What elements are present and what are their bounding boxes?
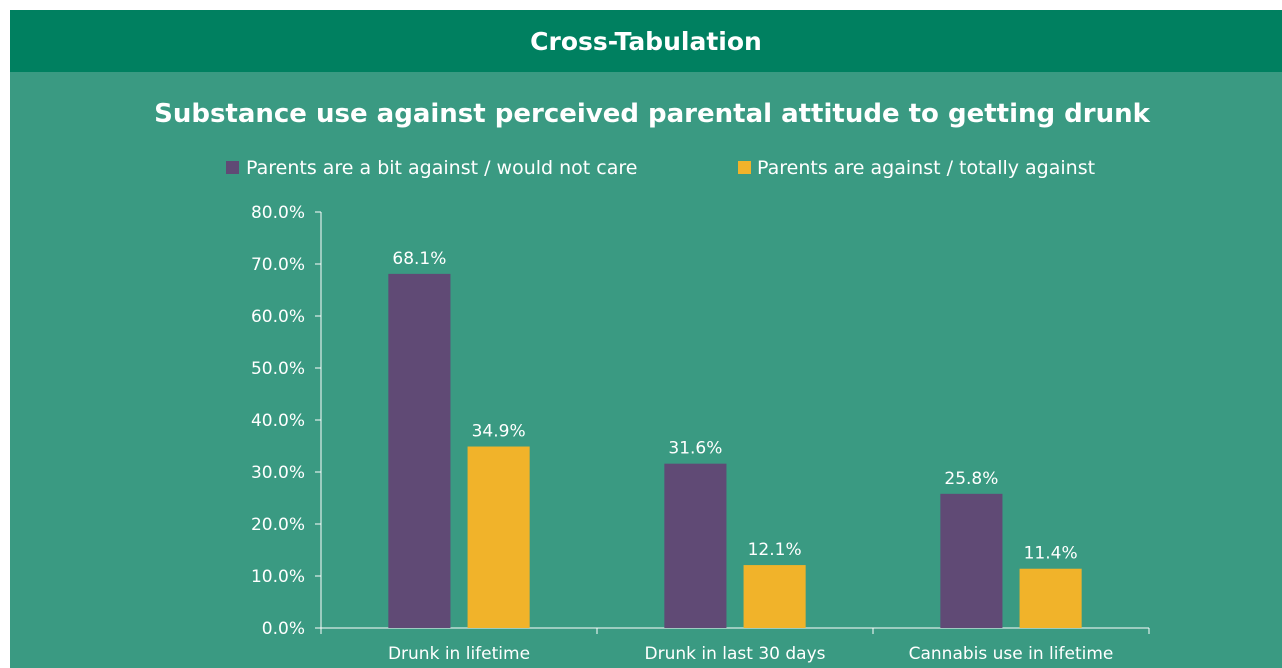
bar-series-2 (1019, 568, 1082, 628)
y-tick-label: 0.0% (262, 619, 305, 639)
bar-chart: Substance use against perceived parental… (154, 99, 1151, 664)
data-label: 31.6% (668, 439, 722, 459)
legend-swatch-2 (738, 161, 751, 174)
x-tick-label: Drunk in last 30 days (644, 644, 825, 664)
data-label: 68.1% (392, 249, 446, 269)
legend-swatch-1 (226, 161, 239, 174)
chart-panel: Cross-Tabulation Substance use against p… (10, 10, 1282, 668)
data-label: 34.9% (472, 422, 526, 442)
x-tick-label: Drunk in lifetime (388, 644, 530, 664)
bar-series-1 (664, 463, 727, 628)
chart-bars (388, 273, 1082, 628)
y-tick-label: 70.0% (251, 255, 305, 275)
bar-series-2 (743, 565, 806, 628)
y-tick-label: 30.0% (251, 463, 305, 483)
bar-series-1 (388, 273, 451, 628)
bar-series-1 (940, 493, 1003, 628)
y-tick-label: 10.0% (251, 567, 305, 587)
y-tick-label: 60.0% (251, 307, 305, 327)
data-label: 12.1% (748, 540, 802, 560)
data-labels: 68.1% 31.6% 25.8% 34.9% 12.1% 11.4% (392, 249, 1077, 564)
y-tick-label: 50.0% (251, 359, 305, 379)
y-tick-label: 20.0% (251, 515, 305, 535)
y-tick-label: 40.0% (251, 411, 305, 431)
x-tick-label: Cannabis use in lifetime (909, 644, 1114, 664)
legend-label-1: Parents are a bit against / would not ca… (246, 157, 637, 179)
page-title: Cross-Tabulation (530, 26, 762, 56)
y-tick-label: 80.0% (251, 203, 305, 223)
chart-title: Substance use against perceived parental… (154, 99, 1151, 129)
header-bar: Cross-Tabulation (10, 10, 1282, 72)
bar-series-2 (467, 446, 530, 628)
data-label: 25.8% (944, 469, 998, 489)
data-label: 11.4% (1024, 544, 1078, 564)
legend-label-2: Parents are against / totally against (757, 157, 1095, 179)
chart-axes: 0.0% 10.0% 20.0% 30.0% 40.0% 50.0% 60.0% 70.0% 8… (251, 203, 1150, 664)
chart-legend: Parents are a bit against / would not ca… (226, 157, 1095, 179)
